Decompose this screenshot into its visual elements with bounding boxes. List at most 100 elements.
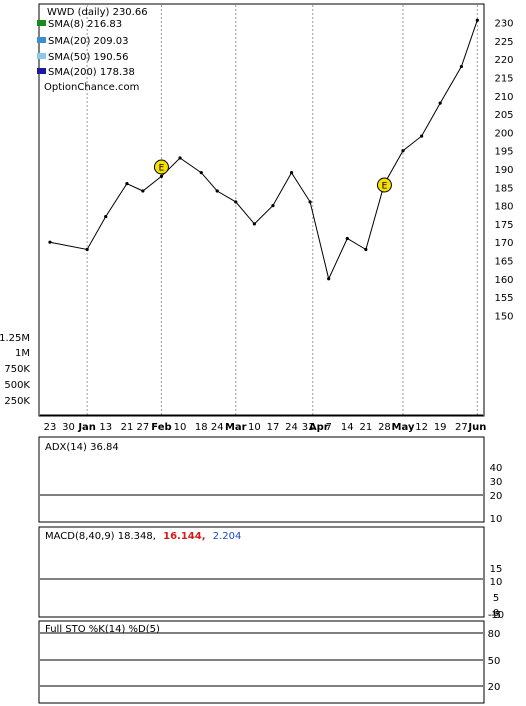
price-tick-label: 230 <box>494 19 513 30</box>
x-tick-label: 7 <box>326 422 332 433</box>
legend-sma200: SMA(200) 178.38 <box>48 67 135 78</box>
price-point <box>178 156 182 160</box>
x-tick-label: 17 <box>267 422 280 433</box>
x-tick-label: 13 <box>99 422 112 433</box>
macd-panel <box>38 526 485 618</box>
price-point <box>308 200 312 204</box>
x-tick-label: 10 <box>174 422 187 433</box>
x-tick-label: 31 <box>302 422 315 433</box>
x-tick-label: Apr <box>309 422 329 433</box>
price-point <box>159 174 164 178</box>
price-tick-label: 160 <box>494 275 513 286</box>
x-tick-label: Jun <box>467 422 486 433</box>
legend-sma8: SMA(8) 216.83 <box>48 19 122 30</box>
x-tick-label: Jan <box>77 422 96 433</box>
price-tick-label: 180 <box>494 202 513 213</box>
x-tick-label: 12 <box>415 422 428 433</box>
price-point <box>438 101 442 105</box>
price-tick-label: 185 <box>494 183 513 194</box>
x-tick-label: 27 <box>137 422 150 433</box>
price-tick-label: 175 <box>494 220 513 231</box>
macd-label-hist: 2.204 <box>213 531 242 542</box>
price-point <box>327 277 331 281</box>
adx-tick-label: 30 <box>490 477 503 488</box>
volume-tick-label: 500K <box>4 380 30 391</box>
macd-label-main: MACD(8,40,9) 18.348, <box>45 531 156 542</box>
watermark: OptionChance.com <box>44 82 139 93</box>
price-point <box>85 247 89 252</box>
x-tick-label: 24 <box>211 422 224 433</box>
adx-panel <box>38 436 485 523</box>
legend-swatch-sma20 <box>37 37 46 43</box>
price-tick-label: 155 <box>494 293 513 304</box>
legend-sma50: SMA(50) 190.56 <box>48 52 129 63</box>
x-tick-label: 10 <box>248 422 261 433</box>
macd-tick-label: 0 <box>493 608 499 619</box>
earnings-marker <box>153 159 169 175</box>
stochastic-tick-label: 20 <box>488 682 501 693</box>
macd-tick-label: -10 <box>488 610 504 621</box>
price-point <box>252 222 256 226</box>
stochastic-tick-label: 50 <box>488 656 501 667</box>
price-tick-label: 220 <box>494 55 513 66</box>
x-tick-label: 24 <box>285 422 298 433</box>
x-tick-label: 23 <box>44 422 57 433</box>
price-point <box>401 149 405 153</box>
macd-label-signal: 16.144, <box>163 531 205 542</box>
x-tick-label: 27 <box>455 422 468 433</box>
price-point <box>271 203 275 208</box>
x-tick-label: 30 <box>62 422 75 433</box>
earnings-marker <box>376 177 392 193</box>
price-point <box>459 64 464 69</box>
x-tick-label: 28 <box>378 422 391 433</box>
legend-swatch-sma50 <box>37 53 46 59</box>
x-tick-label: May <box>392 422 415 433</box>
macd-label: MACD(8,40,9) 18.348, 16.144, 2.204 <box>45 531 241 542</box>
price-point <box>364 247 368 252</box>
x-tick-label: 19 <box>434 422 447 433</box>
price-point <box>420 134 424 138</box>
price-tick-label: 170 <box>494 238 513 249</box>
price-tick-label: 190 <box>494 165 513 176</box>
price-tick-label: 165 <box>494 256 513 267</box>
volume-tick-label: 250K <box>4 396 30 407</box>
price-tick-label: 210 <box>494 92 513 103</box>
macd-tick-label: 10 <box>490 577 503 588</box>
adx-tick-label: 10 <box>490 514 503 525</box>
legend: SMA(8) 216.83 SMA(20) 209.03 SMA(50) 190… <box>37 19 135 78</box>
adx-tick-label: 40 <box>490 463 503 474</box>
stochastic-label: Full STO %K(14) %D(5) <box>45 624 160 635</box>
stochastic-panel <box>38 620 485 704</box>
price-point <box>475 18 479 22</box>
price-tick-label: 200 <box>494 128 513 139</box>
stochastic-tick-label: 80 <box>488 629 501 640</box>
macd-tick-label: 5 <box>493 593 499 604</box>
price-tick-label: 225 <box>494 37 513 48</box>
volume-tick-label: 1.25M <box>0 333 30 344</box>
symbol-label: WWD (daily) 230.66 <box>47 7 148 18</box>
x-tick-label: 18 <box>195 422 208 433</box>
price-point <box>289 171 294 175</box>
earnings-marker-label: E <box>159 164 165 174</box>
price-point <box>234 200 238 204</box>
price-point <box>199 171 203 175</box>
macd-tick-label: 15 <box>490 564 503 575</box>
price-point <box>48 240 52 244</box>
price-tick-label: 215 <box>494 74 513 85</box>
macd-tick-label: -5 <box>491 610 501 621</box>
price-tick-label: 205 <box>494 110 513 121</box>
x-tick-label: 21 <box>121 422 134 433</box>
adx-tick-label: 20 <box>490 491 503 502</box>
legend-sma20: SMA(20) 209.03 <box>48 36 129 47</box>
price-point <box>141 189 145 193</box>
legend-swatch-sma200 <box>37 68 46 74</box>
volume-tick-label: 1M <box>15 348 30 359</box>
adx-label: ADX(14) 36.84 <box>45 442 119 453</box>
price-panel <box>38 3 485 417</box>
price-tick-label: 150 <box>494 311 513 322</box>
x-tick-label: Mar <box>225 422 247 433</box>
price-point <box>215 189 219 193</box>
price-point <box>125 182 129 186</box>
x-tick-label: Feb <box>151 422 171 433</box>
